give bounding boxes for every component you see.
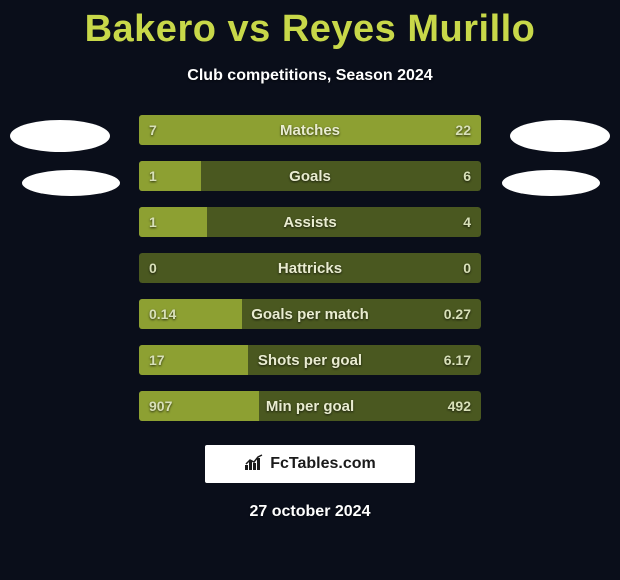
stats-container: 722Matches 16Goals 14Assists 00Hattricks 0.1… <box>139 115 481 421</box>
brand-text: FcTables.com <box>270 455 376 473</box>
stat-row: 176.17Shots per goal <box>139 345 481 375</box>
stat-label: Shots per goal <box>139 345 481 375</box>
stat-row: 14Assists <box>139 207 481 237</box>
stat-label: Hattricks <box>139 253 481 283</box>
stat-label: Assists <box>139 207 481 237</box>
stat-row: 16Goals <box>139 161 481 191</box>
comparison-subtitle: Club competitions, Season 2024 <box>0 67 620 85</box>
stat-row: 907492Min per goal <box>139 391 481 421</box>
player2-team-placeholder <box>502 170 600 196</box>
stat-label: Goals per match <box>139 299 481 329</box>
comparison-title: Bakero vs Reyes Murillo <box>0 0 620 51</box>
player1-team-placeholder <box>22 170 120 196</box>
stat-label: Min per goal <box>139 391 481 421</box>
player2-avatar-placeholder <box>510 120 610 152</box>
comparison-date: 27 october 2024 <box>0 503 620 521</box>
stat-label: Goals <box>139 161 481 191</box>
stat-row: 722Matches <box>139 115 481 145</box>
player1-avatar-placeholder <box>10 120 110 152</box>
brand-chart-icon <box>244 453 264 476</box>
stat-row: 00Hattricks <box>139 253 481 283</box>
stat-label: Matches <box>139 115 481 145</box>
brand-box[interactable]: FcTables.com <box>205 445 415 483</box>
stat-row: 0.140.27Goals per match <box>139 299 481 329</box>
